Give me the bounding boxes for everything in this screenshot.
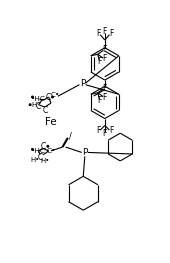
Circle shape: [47, 145, 49, 147]
Text: C•: C•: [51, 93, 60, 98]
Text: H•: H•: [40, 158, 49, 164]
Text: •HC: •HC: [31, 96, 46, 102]
Text: C•: C•: [46, 148, 56, 154]
Text: P: P: [82, 148, 88, 157]
Text: •HC: •HC: [31, 148, 46, 154]
Text: C: C: [42, 106, 47, 115]
Text: F: F: [103, 45, 107, 54]
Text: F: F: [109, 29, 113, 38]
Text: F: F: [97, 58, 101, 67]
Text: F: F: [97, 29, 101, 38]
Text: C: C: [36, 102, 41, 111]
Circle shape: [32, 96, 33, 98]
Text: F: F: [103, 54, 107, 63]
Text: F: F: [97, 96, 101, 105]
Text: /: /: [69, 132, 72, 141]
Text: F: F: [97, 127, 101, 135]
Circle shape: [32, 149, 33, 150]
Circle shape: [52, 96, 53, 98]
Text: F: F: [103, 129, 107, 139]
Text: F: F: [103, 93, 107, 102]
Text: C: C: [41, 142, 46, 151]
Text: H•: H•: [30, 157, 39, 163]
Text: H: H: [31, 102, 36, 108]
Text: C: C: [38, 153, 43, 161]
Text: F: F: [103, 27, 107, 36]
Text: Fe: Fe: [45, 117, 56, 127]
Text: P: P: [80, 79, 85, 88]
Text: C: C: [46, 93, 51, 102]
Circle shape: [29, 104, 31, 105]
Text: F: F: [109, 127, 113, 135]
Text: F: F: [103, 84, 107, 93]
